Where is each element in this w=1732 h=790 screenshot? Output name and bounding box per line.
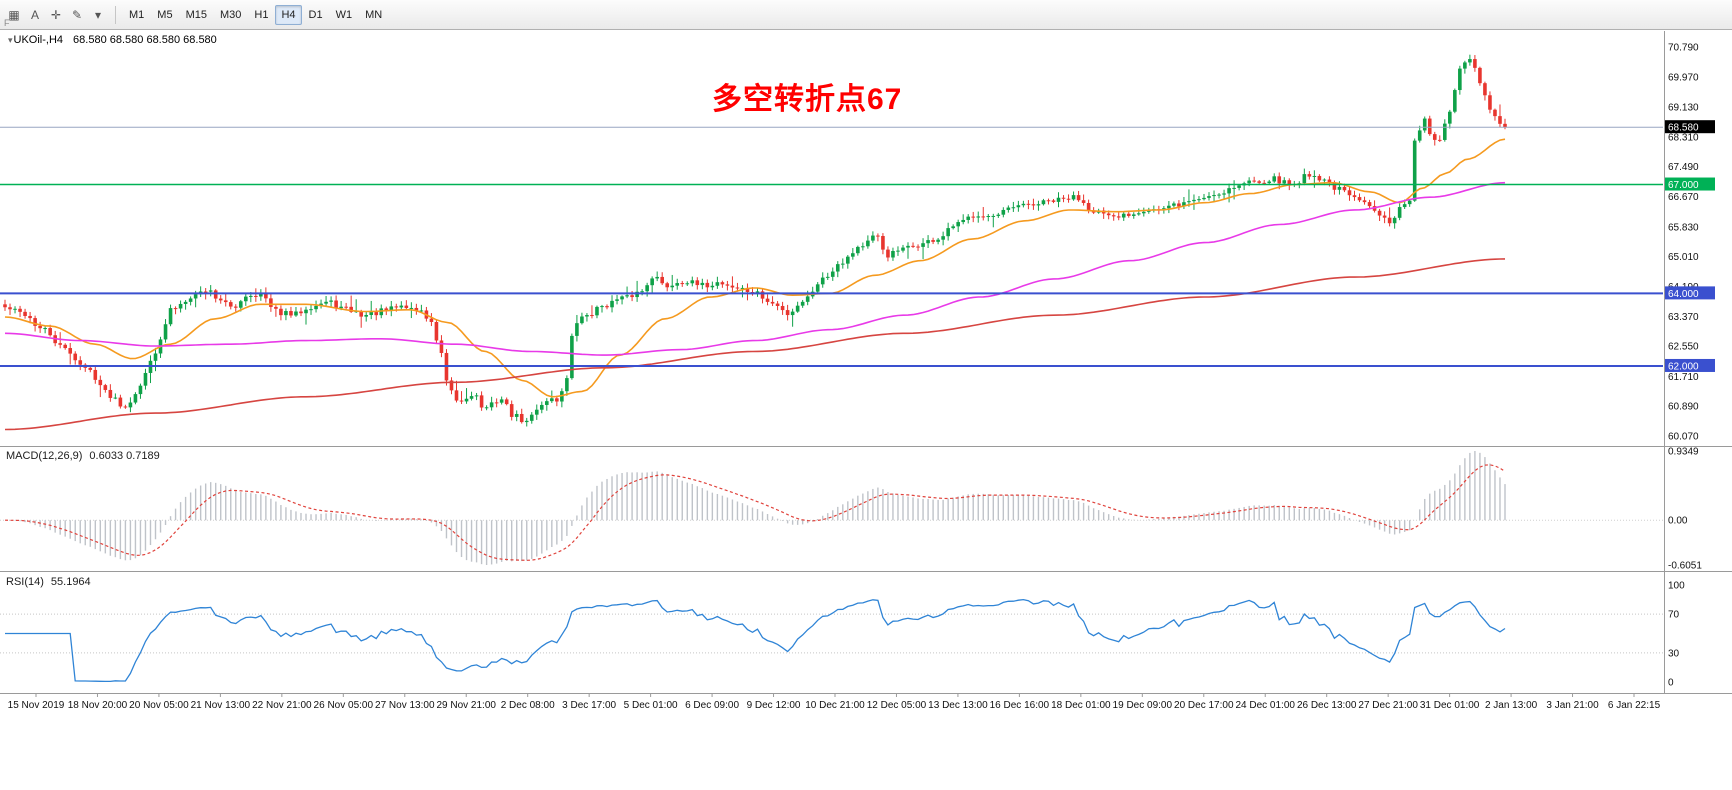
chart-annotation-text[interactable]: 多空转折点67 bbox=[712, 83, 903, 116]
rsi-line bbox=[5, 598, 1506, 683]
svg-text:13 Dec 13:00: 13 Dec 13:00 bbox=[928, 700, 988, 711]
svg-text:70: 70 bbox=[1668, 610, 1680, 621]
timeframe-button-m1[interactable]: M1 bbox=[129, 8, 145, 21]
svg-text:64.000: 64.000 bbox=[1668, 289, 1699, 300]
macd-signal-line bbox=[4, 464, 1506, 561]
symbol-name: UKOil-,H4 bbox=[13, 34, 64, 46]
svg-text:29 Nov 21:00: 29 Nov 21:00 bbox=[436, 700, 496, 711]
macd-name: MACD(12,26,9) bbox=[6, 450, 83, 462]
svg-text:27 Nov 13:00: 27 Nov 13:00 bbox=[375, 700, 435, 711]
svg-text:30: 30 bbox=[1668, 648, 1680, 659]
macd-indicator-label: MACD(12,26,9) 0.6033 0.7189 bbox=[6, 450, 160, 462]
svg-text:2 Jan 13:00: 2 Jan 13:00 bbox=[1485, 700, 1538, 711]
svg-text:60.070: 60.070 bbox=[1668, 432, 1699, 443]
svg-text:63.370: 63.370 bbox=[1668, 312, 1699, 323]
ma-mid-magenta bbox=[4, 181, 1506, 356]
ma-fast-orange bbox=[4, 138, 1506, 398]
timeframe-button-mn[interactable]: MN bbox=[365, 8, 383, 21]
svg-text:2 Dec 08:00: 2 Dec 08:00 bbox=[501, 700, 555, 711]
svg-text:10 Dec 21:00: 10 Dec 21:00 bbox=[805, 700, 865, 711]
chart-shift-marker-icon: ▾ bbox=[8, 35, 13, 45]
timeframe-button-h4[interactable]: H4 bbox=[275, 4, 302, 25]
svg-text:6 Jan 22:15: 6 Jan 22:15 bbox=[1608, 700, 1661, 711]
ohlc-values: 68.580 68.580 68.580 68.580 bbox=[73, 34, 217, 46]
svg-text:68.310: 68.310 bbox=[1668, 132, 1699, 143]
macd-panel[interactable] bbox=[0, 451, 1663, 565]
charts-grid-icon[interactable]: ▦ bbox=[8, 7, 20, 22]
timeframe-toolbar: M1 M5 M15 M30 H1 H4 D1 W1 MN bbox=[123, 4, 388, 25]
svg-text:24 Dec 01:00: 24 Dec 01:00 bbox=[1235, 700, 1295, 711]
timeframe-button-w1[interactable]: W1 bbox=[335, 8, 353, 21]
svg-text:9 Dec 12:00: 9 Dec 12:00 bbox=[747, 700, 801, 711]
svg-text:61.710: 61.710 bbox=[1668, 372, 1699, 383]
svg-text:100: 100 bbox=[1668, 581, 1685, 592]
svg-text:0: 0 bbox=[1668, 678, 1674, 689]
svg-text:62.550: 62.550 bbox=[1668, 342, 1699, 353]
svg-text:65.830: 65.830 bbox=[1668, 222, 1699, 233]
ma-slow-red bbox=[4, 258, 1506, 431]
svg-text:0.00: 0.00 bbox=[1668, 516, 1688, 527]
toolbar-float-handle: F bbox=[4, 18, 10, 28]
toolbar-icons: ▦ A ✛ ✎ ▾ bbox=[4, 5, 108, 25]
svg-text:20 Dec 17:00: 20 Dec 17:00 bbox=[1174, 700, 1234, 711]
rsi-axis: 100 70 30 0 bbox=[1668, 581, 1685, 689]
macd-axis: 0.9349 0.00 -0.6051 bbox=[1668, 447, 1702, 572]
rsi-value: 55.1964 bbox=[50, 576, 91, 588]
timeframe-button-m30[interactable]: M30 bbox=[219, 8, 242, 21]
dropdown-caret-icon[interactable]: ▾ bbox=[94, 7, 102, 22]
svg-text:66.670: 66.670 bbox=[1668, 192, 1699, 203]
svg-text:12 Dec 05:00: 12 Dec 05:00 bbox=[867, 700, 927, 711]
svg-text:5 Dec 01:00: 5 Dec 01:00 bbox=[624, 700, 678, 711]
svg-text:65.010: 65.010 bbox=[1668, 252, 1699, 263]
main-toolbar: ▦ A ✛ ✎ ▾ M1 M5 M15 M30 H1 H4 D1 W1 MN bbox=[0, 0, 1732, 30]
time-axis: 15 Nov 2019 18 Nov 20:00 20 Nov 05:00 21 No… bbox=[8, 693, 1661, 711]
panel-frames bbox=[0, 31, 1732, 694]
price-badges: 67.000 64.000 62.000 68.580 bbox=[1665, 120, 1715, 372]
svg-text:20 Nov 05:00: 20 Nov 05:00 bbox=[129, 700, 189, 711]
svg-text:68.580: 68.580 bbox=[1668, 123, 1699, 134]
svg-text:16 Dec 16:00: 16 Dec 16:00 bbox=[990, 700, 1050, 711]
macd-values: 0.6033 0.7189 bbox=[89, 450, 160, 462]
svg-text:31 Dec 01:00: 31 Dec 01:00 bbox=[1420, 700, 1480, 711]
svg-text:15 Nov 2019: 15 Nov 2019 bbox=[8, 700, 65, 711]
svg-text:67.490: 67.490 bbox=[1668, 162, 1699, 173]
svg-text:18 Dec 01:00: 18 Dec 01:00 bbox=[1051, 700, 1111, 711]
svg-text:69.970: 69.970 bbox=[1668, 72, 1699, 83]
crosshair-icon[interactable]: ✛ bbox=[50, 7, 62, 22]
svg-text:19 Dec 09:00: 19 Dec 09:00 bbox=[1113, 700, 1173, 711]
svg-text:67.000: 67.000 bbox=[1668, 180, 1699, 191]
svg-text:26 Dec 13:00: 26 Dec 13:00 bbox=[1297, 700, 1357, 711]
timeframe-button-h1[interactable]: H1 bbox=[254, 8, 269, 21]
candles bbox=[3, 54, 1507, 427]
svg-text:6 Dec 09:00: 6 Dec 09:00 bbox=[685, 700, 739, 711]
rsi-indicator-label: RSI(14) 55.1964 bbox=[6, 576, 91, 588]
svg-text:-0.6051: -0.6051 bbox=[1668, 561, 1702, 572]
svg-text:27 Dec 21:00: 27 Dec 21:00 bbox=[1358, 700, 1418, 711]
symbol-title: ▾UKOil-,H4 68.580 68.580 68.580 68.580 bbox=[8, 34, 217, 46]
svg-text:26 Nov 05:00: 26 Nov 05:00 bbox=[314, 700, 374, 711]
svg-text:21 Nov 13:00: 21 Nov 13:00 bbox=[191, 700, 251, 711]
timeframe-button-m15[interactable]: M15 bbox=[185, 8, 207, 21]
rsi-panel[interactable] bbox=[0, 598, 1663, 683]
svg-text:0.9349: 0.9349 bbox=[1668, 447, 1699, 458]
svg-text:22 Nov 21:00: 22 Nov 21:00 bbox=[252, 700, 312, 711]
price-axis: 70.790 69.970 69.130 68.310 67.490 66.670 65.8… bbox=[1668, 43, 1699, 443]
svg-text:18 Nov 20:00: 18 Nov 20:00 bbox=[68, 700, 128, 711]
svg-text:3 Jan 21:00: 3 Jan 21:00 bbox=[1546, 700, 1599, 711]
text-label-icon[interactable]: A bbox=[30, 7, 39, 22]
svg-text:69.130: 69.130 bbox=[1668, 103, 1699, 114]
timeframe-button-d1[interactable]: D1 bbox=[308, 8, 323, 21]
timeframe-button-m5[interactable]: M5 bbox=[157, 8, 173, 21]
rsi-name: RSI(14) bbox=[6, 576, 44, 588]
svg-text:70.790: 70.790 bbox=[1668, 43, 1699, 54]
svg-text:3 Dec 17:00: 3 Dec 17:00 bbox=[562, 700, 616, 711]
draw-tool-icon[interactable]: ✎ bbox=[71, 7, 83, 22]
svg-text:62.000: 62.000 bbox=[1668, 361, 1699, 372]
svg-text:60.890: 60.890 bbox=[1668, 402, 1699, 413]
main-chart-panel[interactable] bbox=[0, 54, 1663, 431]
toolbar-separator bbox=[115, 5, 116, 24]
